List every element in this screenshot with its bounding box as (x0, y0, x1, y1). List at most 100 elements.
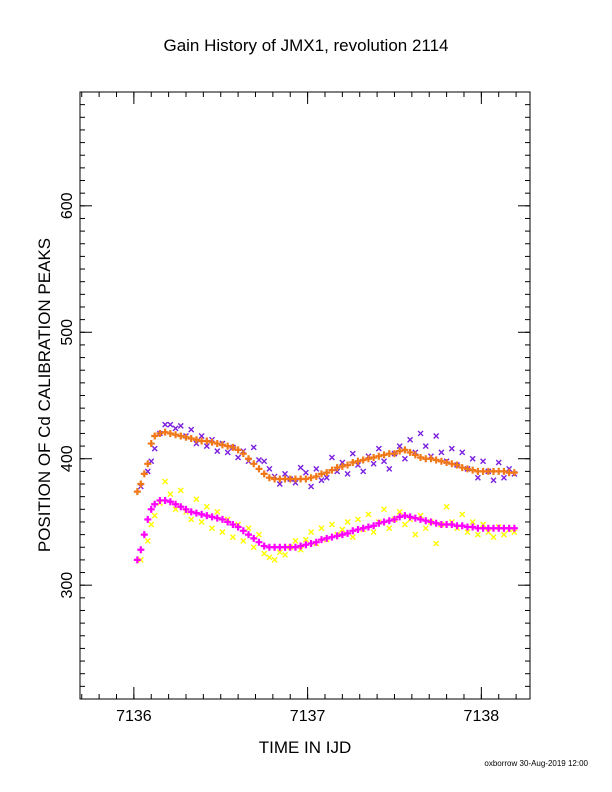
data-point (297, 464, 304, 471)
data-point (203, 512, 211, 520)
data-point (307, 539, 315, 547)
data-point (198, 432, 205, 439)
data-point (308, 529, 315, 536)
data-point (224, 518, 232, 526)
data-point (510, 469, 518, 477)
credit-footer: oxborrow 30-Aug-2019 12:00 (484, 759, 588, 768)
data-point (144, 460, 152, 468)
data-point (344, 461, 352, 469)
data-point (448, 460, 456, 468)
data-point (323, 534, 331, 542)
data-point (448, 520, 456, 528)
y-tick-label: 400 (59, 445, 76, 472)
data-point (339, 459, 346, 466)
data-point (333, 464, 341, 472)
data-point (360, 468, 367, 475)
data-point (172, 500, 180, 508)
data-point (245, 525, 252, 532)
data-point (182, 505, 190, 513)
data-point (213, 440, 221, 448)
data-point (422, 517, 430, 525)
data-point (459, 511, 466, 518)
data-point (172, 431, 180, 439)
data-point (328, 521, 335, 528)
data-point (250, 460, 258, 468)
plot-frame (79, 91, 531, 700)
data-point (265, 474, 273, 482)
data-point (151, 500, 159, 508)
data-point (187, 508, 195, 516)
data-point (188, 516, 195, 523)
data-point (396, 447, 404, 455)
data-point (458, 464, 466, 472)
data-point (370, 529, 377, 536)
data-point (302, 541, 310, 549)
data-point (203, 437, 211, 445)
data-point (182, 433, 190, 441)
data-point (469, 518, 476, 525)
data-point (396, 513, 404, 521)
data-point (198, 518, 205, 525)
data-point (333, 532, 341, 540)
y-tick-label: 500 (59, 319, 76, 346)
data-point (480, 458, 487, 465)
data-point (386, 525, 393, 532)
data-point (412, 531, 419, 538)
data-point (474, 531, 481, 538)
data-point (255, 456, 262, 463)
data-point (328, 533, 336, 541)
data-point (443, 503, 450, 510)
data-point (510, 524, 518, 532)
data-point (407, 436, 414, 443)
data-point (448, 445, 455, 452)
data-point (177, 432, 185, 440)
data-point (245, 531, 253, 539)
data-point (302, 536, 309, 543)
data-point (349, 459, 357, 467)
data-point (239, 450, 247, 458)
data-point (172, 425, 179, 432)
chart-title: Gain History of JMX1, revolution 2114 (163, 36, 449, 55)
data-point (292, 537, 299, 544)
data-point (328, 466, 336, 474)
data-point (370, 453, 378, 461)
data-point (480, 521, 487, 528)
data-point (401, 446, 409, 454)
data-point (390, 515, 398, 523)
data-point (390, 450, 398, 458)
data-point (432, 519, 440, 527)
data-point (229, 520, 237, 528)
data-point (338, 462, 346, 470)
data-point (375, 445, 382, 452)
data-point (359, 456, 367, 464)
data-point (177, 503, 185, 511)
data-point (437, 457, 445, 465)
data-point (381, 458, 388, 465)
data-point (218, 441, 226, 449)
data-point (250, 444, 257, 451)
data-point (214, 508, 221, 515)
data-point (344, 529, 352, 537)
data-point (255, 531, 262, 538)
data-point (198, 510, 206, 518)
data-point (172, 506, 179, 513)
data-point (396, 443, 403, 450)
data-point (140, 531, 148, 539)
data-point (214, 448, 221, 455)
data-point (187, 434, 195, 442)
data-point (245, 455, 253, 463)
data-point (255, 538, 263, 546)
data-point (354, 457, 362, 465)
data-point (260, 542, 268, 550)
data-point (380, 451, 388, 459)
data-point (144, 537, 151, 544)
data-point (308, 483, 315, 490)
x-tick-label: 7138 (464, 708, 500, 725)
data-point (147, 505, 155, 513)
data-point (208, 513, 216, 521)
data-point (219, 529, 226, 536)
data-point (500, 467, 508, 475)
data-point (500, 474, 507, 481)
data-point (297, 542, 305, 550)
minor-ticks (80, 91, 530, 700)
